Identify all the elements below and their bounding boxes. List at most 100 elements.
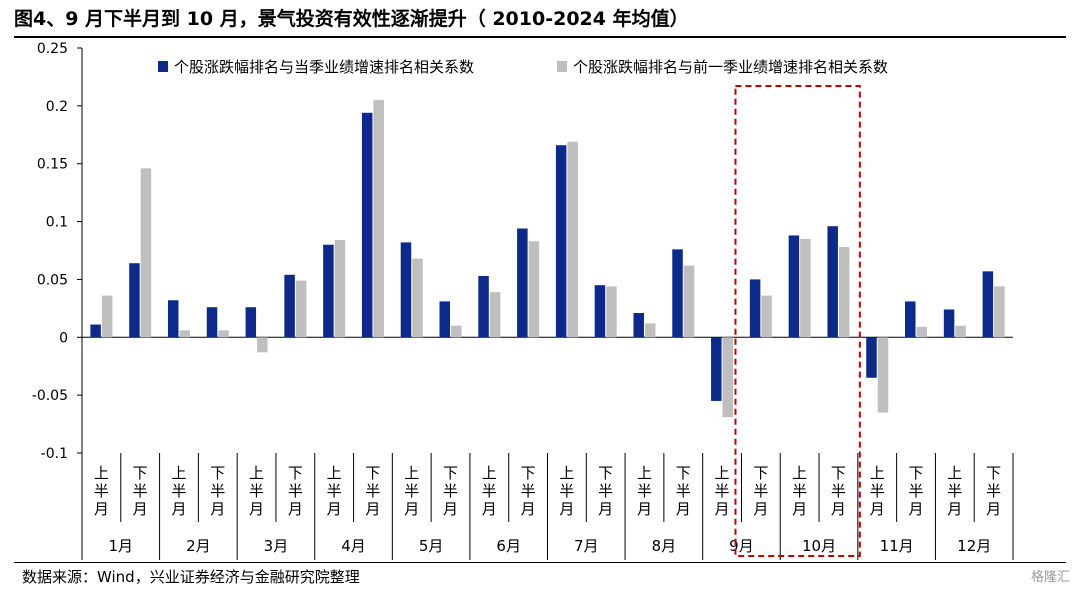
legend-label: 个股涨跌幅排名与前一季业绩增速排名相关系数 <box>573 58 888 76</box>
x-tick-label: 上半月 <box>94 464 109 518</box>
y-tick-label: 0.05 <box>37 272 68 288</box>
x-tick-label: 下半月 <box>521 464 536 518</box>
watermark-logo: 格隆汇 <box>1030 570 1070 585</box>
x-tick-label: 下半月 <box>909 464 924 518</box>
chart-title: 图4、9 月下半月到 10 月，景气投资有效性逐渐提升（ 2010-2024 年… <box>14 8 689 30</box>
x-tick-label: 上半月 <box>715 464 730 518</box>
bar-current-quarter <box>555 145 567 338</box>
highlight-box <box>734 85 861 557</box>
y-tick-label: 0 <box>59 330 68 346</box>
bar-current-quarter <box>245 307 257 338</box>
month-label: 3月 <box>264 537 289 555</box>
bar-current-quarter <box>439 301 451 338</box>
month-label: 1月 <box>109 537 134 555</box>
bar-current-quarter <box>323 244 334 338</box>
bar-current-quarter <box>284 274 295 338</box>
x-tick-label: 下半月 <box>598 464 613 518</box>
x-tick-label: 上半月 <box>792 464 807 518</box>
bar-current-quarter <box>749 279 761 338</box>
month-label: 5月 <box>419 537 444 555</box>
bar-previous-quarter <box>140 168 152 338</box>
y-tick-label: -0.05 <box>32 388 68 404</box>
x-tick-label: 下半月 <box>986 464 1001 518</box>
x-tick-label: 下半月 <box>133 464 148 518</box>
bar-previous-quarter <box>412 258 423 338</box>
bar-current-quarter <box>594 285 606 338</box>
y-tick-label: 0.2 <box>46 99 68 115</box>
month-label: 8月 <box>652 537 677 555</box>
bar-current-quarter <box>711 337 722 401</box>
bar-current-quarter <box>633 312 644 338</box>
bar-current-quarter <box>943 309 955 338</box>
bar-previous-quarter <box>295 280 307 338</box>
bar-previous-quarter <box>916 326 928 338</box>
month-label: 10月 <box>802 537 836 555</box>
bar-current-quarter <box>361 112 373 338</box>
month-label: 7月 <box>574 537 599 555</box>
y-tick-label: -0.1 <box>41 446 68 462</box>
x-tick-label: 下半月 <box>365 464 380 518</box>
bar-previous-quarter <box>179 330 190 338</box>
bar-previous-quarter <box>683 265 695 338</box>
bar-previous-quarter <box>955 325 966 338</box>
x-tick-label: 上半月 <box>559 464 574 518</box>
bar-previous-quarter <box>877 337 889 413</box>
y-tick-label: 0.15 <box>37 157 68 173</box>
bar-previous-quarter <box>334 240 346 338</box>
bar-current-quarter <box>129 263 140 338</box>
bar-previous-quarter <box>567 141 578 338</box>
bar-previous-quarter <box>528 241 540 338</box>
bar-previous-quarter <box>257 337 268 353</box>
bar-previous-quarter <box>800 238 811 338</box>
legend-swatch <box>158 61 168 72</box>
bar-previous-quarter <box>994 286 1005 338</box>
bar-current-quarter <box>90 324 101 338</box>
x-tick-label: 上半月 <box>327 464 342 518</box>
bar-previous-quarter <box>101 295 113 338</box>
bar-previous-quarter <box>373 100 384 338</box>
bar-previous-quarter <box>838 247 850 338</box>
x-tick-label: 下半月 <box>288 464 303 518</box>
month-label: 2月 <box>186 537 211 555</box>
x-tick-label: 下半月 <box>210 464 225 518</box>
legend-swatch <box>557 61 567 72</box>
x-tick-label: 上半月 <box>947 464 962 518</box>
month-label: 9月 <box>729 537 754 555</box>
bar-previous-quarter <box>761 295 772 338</box>
x-tick-label: 上半月 <box>870 464 885 518</box>
bar-current-quarter <box>206 307 218 338</box>
bar-current-quarter <box>866 337 877 378</box>
bottom-rule <box>14 562 1066 563</box>
x-tick-label: 下半月 <box>831 464 846 518</box>
bar-current-quarter <box>517 228 528 338</box>
month-label: 12月 <box>957 537 991 555</box>
x-tick-label: 上半月 <box>637 464 652 518</box>
x-tick-label: 上半月 <box>404 464 419 518</box>
x-tick-label: 下半月 <box>676 464 691 518</box>
month-label: 11月 <box>880 537 914 555</box>
bar-current-quarter <box>400 242 412 338</box>
bar-current-quarter <box>167 300 179 338</box>
bar-current-quarter <box>982 271 994 338</box>
bar-previous-quarter <box>644 323 656 338</box>
bar-chart: 0.25 0.2 0.15 0.1 0.05 0 -0.05 -0.1 上半月 下半月 上半月 下半月… <box>32 41 1014 560</box>
bar-current-quarter <box>788 235 800 338</box>
bar-current-quarter <box>672 249 683 338</box>
x-tick-label: 上半月 <box>482 464 497 518</box>
x-tick-label: 上半月 <box>171 464 186 518</box>
bar-previous-quarter <box>489 292 501 338</box>
source-note: 数据来源：Wind，兴业证券经济与金融研究院整理 <box>22 568 360 586</box>
bar-previous-quarter <box>218 330 229 338</box>
title-rule <box>14 36 1066 38</box>
bar-current-quarter <box>905 301 916 338</box>
bar-previous-quarter <box>722 337 734 418</box>
y-tick-label: 0.25 <box>37 41 68 57</box>
legend-label: 个股涨跌幅排名与当季业绩增速排名相关系数 <box>174 58 474 76</box>
x-tick-label: 上半月 <box>249 464 264 518</box>
bar-previous-quarter <box>451 325 462 338</box>
month-label: 4月 <box>341 537 366 555</box>
x-tick-label: 下半月 <box>443 464 458 518</box>
y-tick-label: 0.1 <box>46 215 68 231</box>
x-tick-label: 下半月 <box>753 464 768 518</box>
bar-current-quarter <box>478 275 489 338</box>
